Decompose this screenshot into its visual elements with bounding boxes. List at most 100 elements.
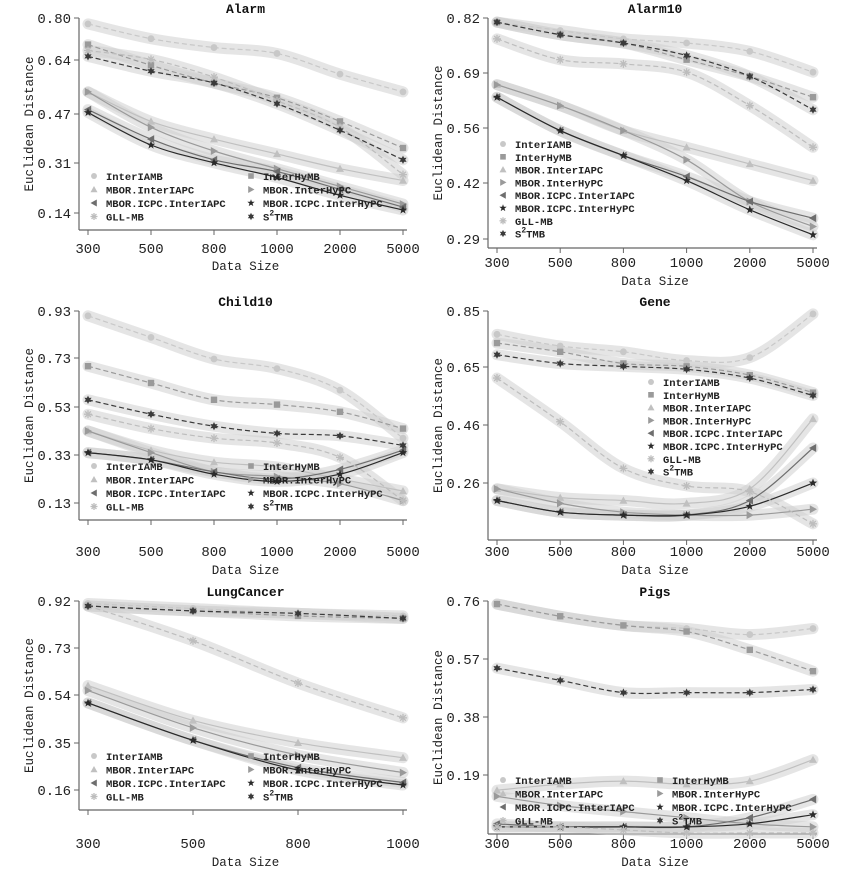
series-line [87,689,404,774]
x-axis-label: Data Size [212,260,280,274]
y-tick-label: 0.53 [37,401,71,417]
legend-label: InterHyMB [263,752,320,764]
data-point [619,777,628,785]
data-point [210,458,218,466]
data-point [809,391,817,400]
data-point [556,359,564,368]
data-point [84,395,92,404]
data-point [273,463,281,471]
legend-marker [648,416,655,424]
data-point [399,614,407,623]
data-point [683,365,691,374]
legend-marker [647,467,655,476]
series-mbor-interiapc [84,681,407,761]
x-tick-label: 500 [548,837,573,853]
data-point [147,123,155,132]
legend-marker [499,191,506,199]
data-point [399,170,407,179]
legend-label: S2TMB [263,790,294,805]
data-point [84,427,92,435]
y-tick-label: 0.93 [37,305,71,321]
legend-label: MBOR.ICPC.InterHyPC [263,489,383,501]
data-point [809,310,817,318]
legend-label: InterIAMB [515,776,572,788]
y-tick-label: 0.57 [446,653,480,669]
data-point [557,613,564,620]
series-line [496,759,814,791]
legend-label: S2TMB [663,465,694,480]
legend-marker [247,792,255,801]
x-tick-label: 1000 [670,256,704,272]
data-point [493,330,501,338]
data-point [745,777,754,785]
data-point [335,190,345,199]
x-tick-label: 2000 [733,545,767,561]
data-point [147,35,155,43]
data-point [147,62,155,69]
data-point [746,511,754,520]
legend-label: MBOR.InterIAPC [663,404,752,416]
data-point [84,363,92,370]
data-point [809,505,817,514]
legend-marker [656,803,664,811]
series-line [496,603,814,672]
legend-label: S2TMB [263,210,294,225]
legend-marker [499,803,506,811]
data-point [809,625,817,632]
data-point [210,78,218,88]
data-point [809,668,817,675]
data-point [493,600,501,608]
data-point [493,18,501,27]
data-point [682,499,691,507]
legend-label: GLL-MB [106,503,145,515]
x-tick-label: 300 [75,545,100,561]
legend-label: MBOR.InterHyPC [515,178,604,190]
data-point [399,176,407,184]
data-point [336,70,344,78]
data-point [619,38,627,48]
legend-label: GLL-MB [515,817,554,829]
legend-marker [648,392,654,398]
y-tick-label: 0.38 [446,711,480,727]
legend-label: MBOR.InterHyPC [263,476,352,488]
y-axis-label: Euclidean Distance [23,638,37,773]
legend-marker [248,476,255,483]
legend-marker [247,489,255,497]
data-point [147,424,155,433]
y-axis-label: Euclidean Distance [432,650,446,785]
data-point [272,173,282,182]
data-point [273,439,281,447]
data-point [493,664,501,673]
legend-label: MBOR.ICPC.InterIAPC [106,779,226,791]
legend-marker [500,178,507,186]
x-tick-label: 300 [484,837,509,853]
data-point [189,636,197,645]
legend-marker [90,199,97,207]
y-tick-label: 0.26 [446,477,480,493]
data-point [683,39,690,47]
data-point [745,819,754,828]
data-point [682,510,691,519]
data-point [493,822,501,831]
legend: InterIAMB InterHyMB MBOR.InterIAPC MBOR.Int… [90,752,383,805]
legend-label: GLL-MB [106,793,145,805]
series-line [87,684,404,759]
data-point [809,214,817,223]
data-point [745,159,754,168]
legend-label: InterIAMB [106,172,163,184]
data-point [189,606,197,616]
x-tick-label: 1000 [386,837,420,853]
data-point [682,822,691,831]
y-tick-label: 0.46 [446,419,480,435]
legend-marker [90,779,97,787]
data-point [399,425,407,432]
series-line [496,826,813,834]
data-point [746,72,754,81]
series-line [87,112,404,211]
data-point [557,801,565,810]
legend-marker [247,502,255,511]
legend-marker [499,790,507,797]
chart-title: Gene [639,295,670,310]
legend-marker [247,779,255,787]
data-point [273,99,281,108]
